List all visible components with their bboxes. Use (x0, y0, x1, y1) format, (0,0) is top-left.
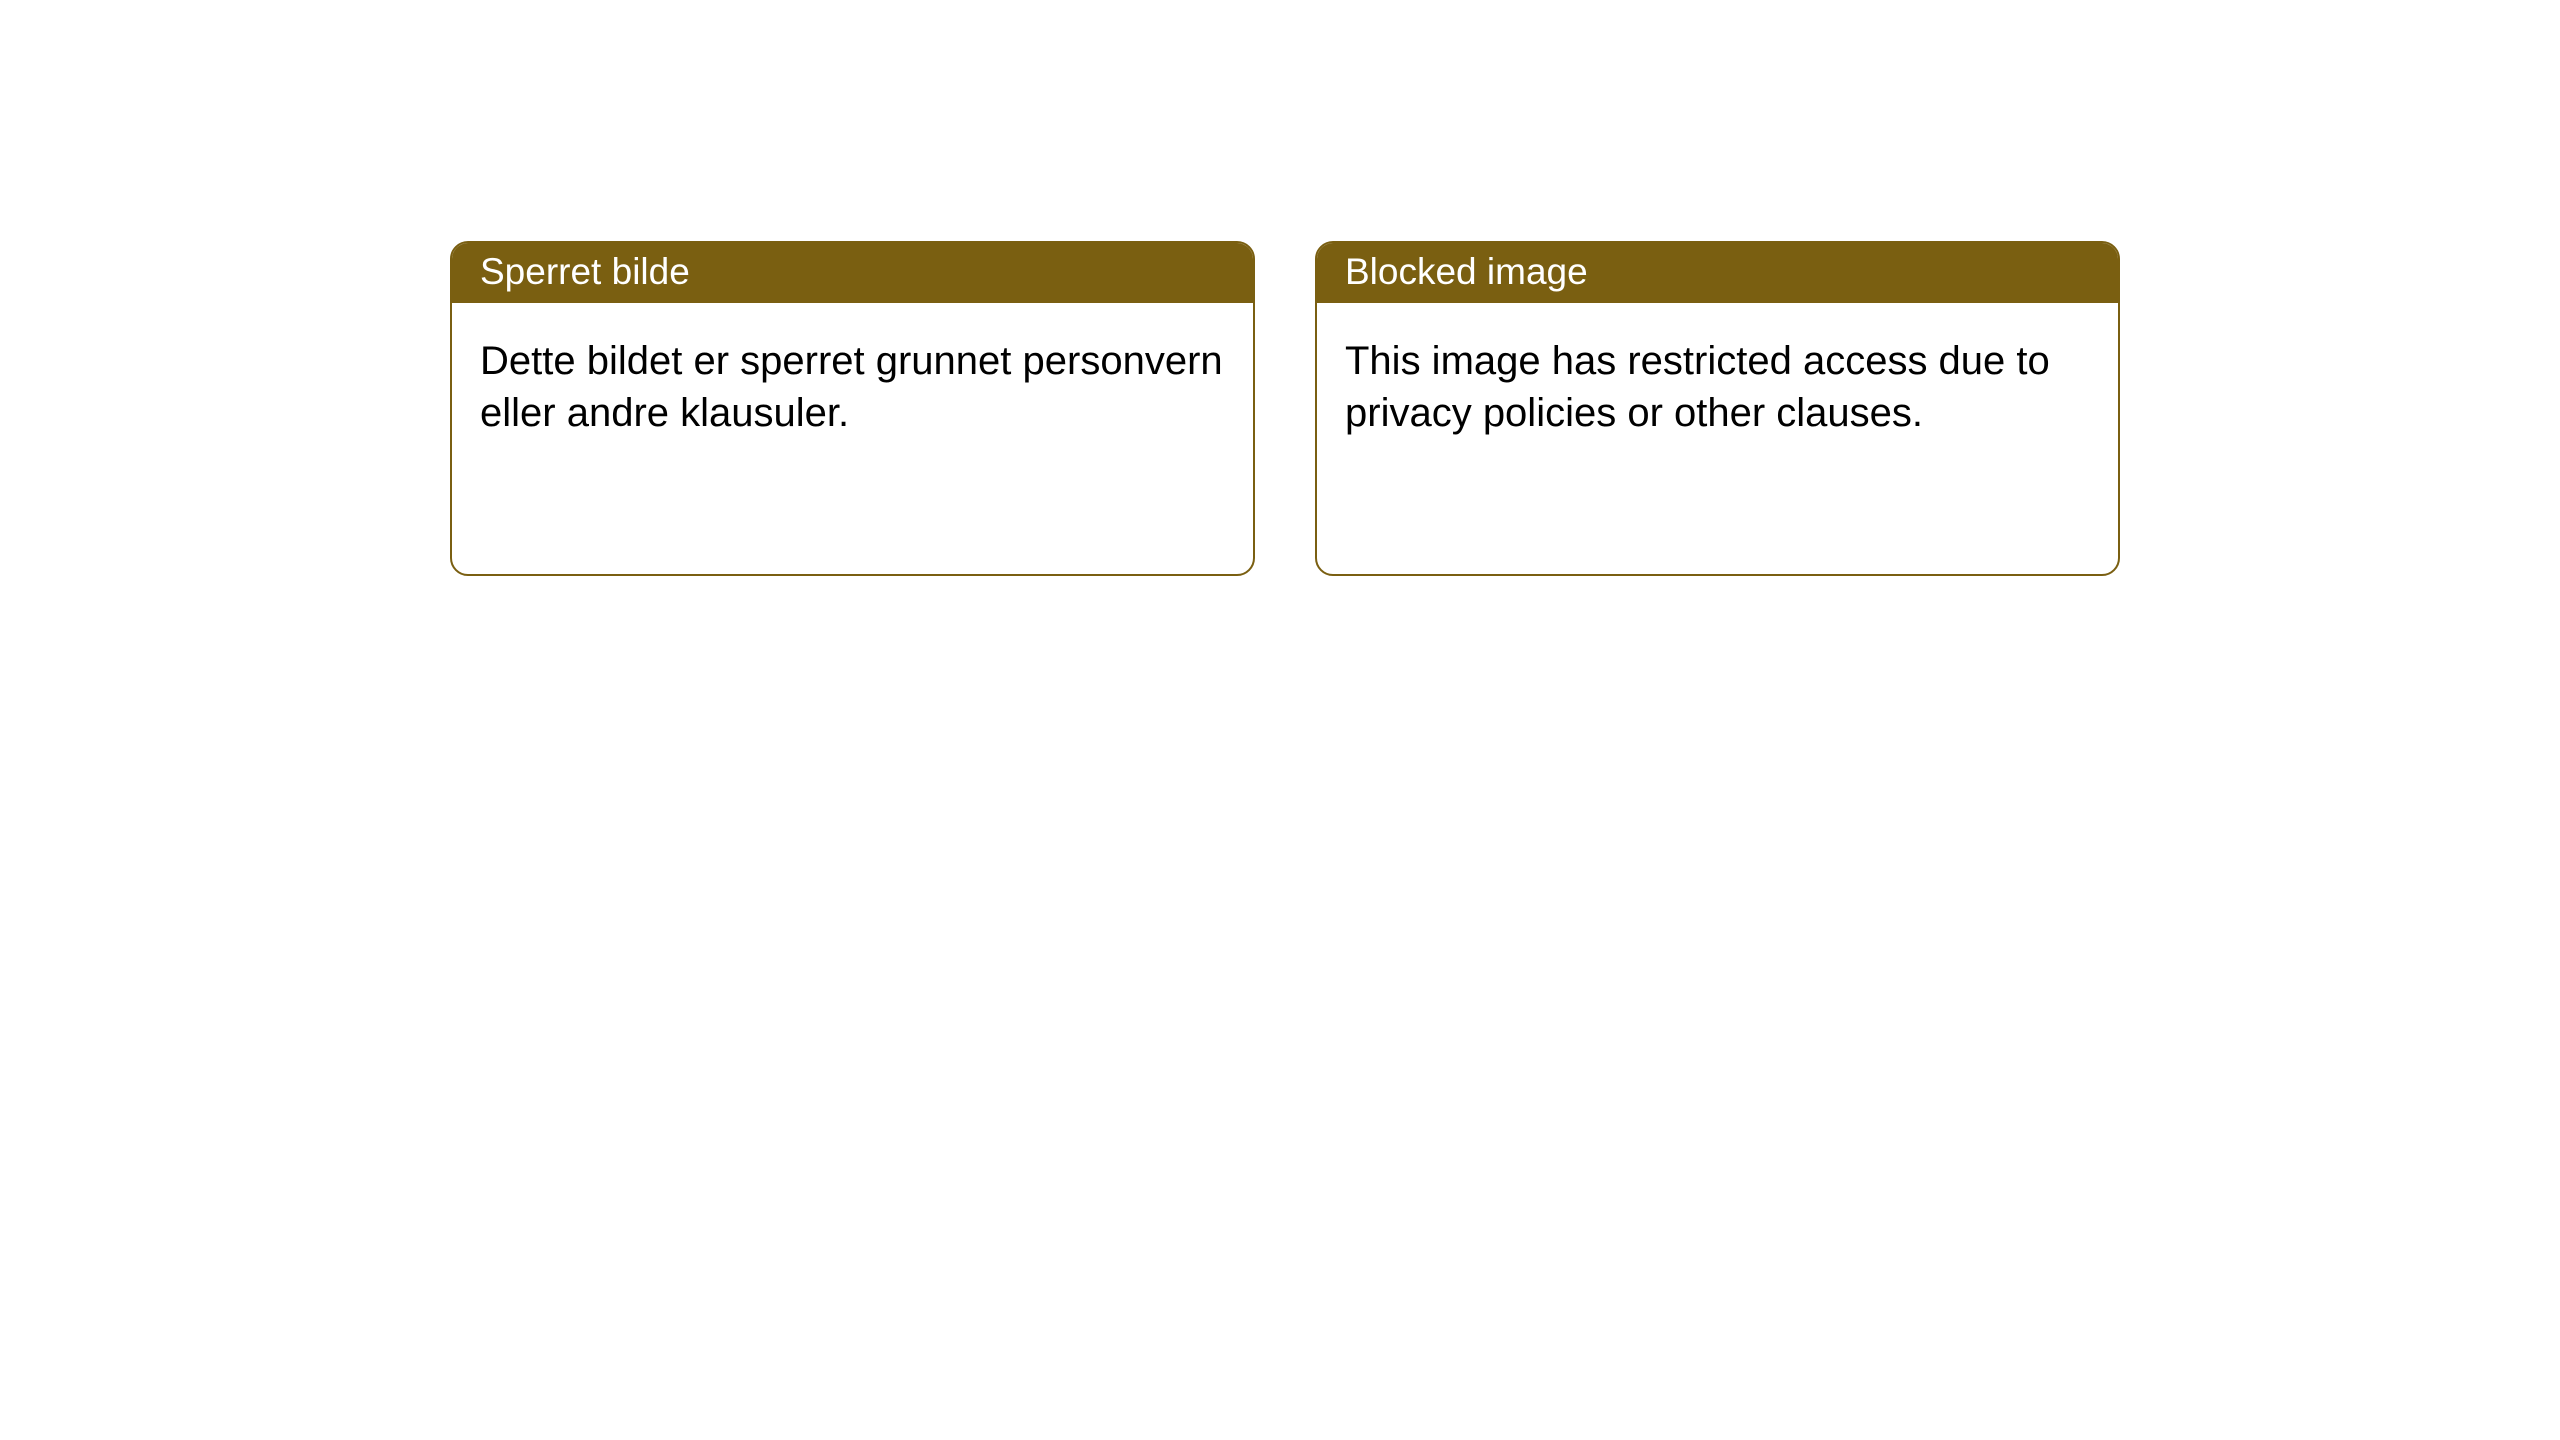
notice-cards-container: Sperret bilde Dette bildet er sperret gr… (450, 241, 2120, 576)
notice-card-english: Blocked image This image has restricted … (1315, 241, 2120, 576)
card-body-text: Dette bildet er sperret grunnet personve… (480, 339, 1223, 435)
card-body-text: This image has restricted access due to … (1345, 339, 2050, 435)
notice-card-norwegian: Sperret bilde Dette bildet er sperret gr… (450, 241, 1255, 576)
card-header: Sperret bilde (452, 243, 1253, 303)
card-body: Dette bildet er sperret grunnet personve… (452, 303, 1253, 471)
card-body: This image has restricted access due to … (1317, 303, 2118, 471)
card-header: Blocked image (1317, 243, 2118, 303)
card-title: Blocked image (1345, 251, 1588, 292)
card-title: Sperret bilde (480, 251, 690, 292)
